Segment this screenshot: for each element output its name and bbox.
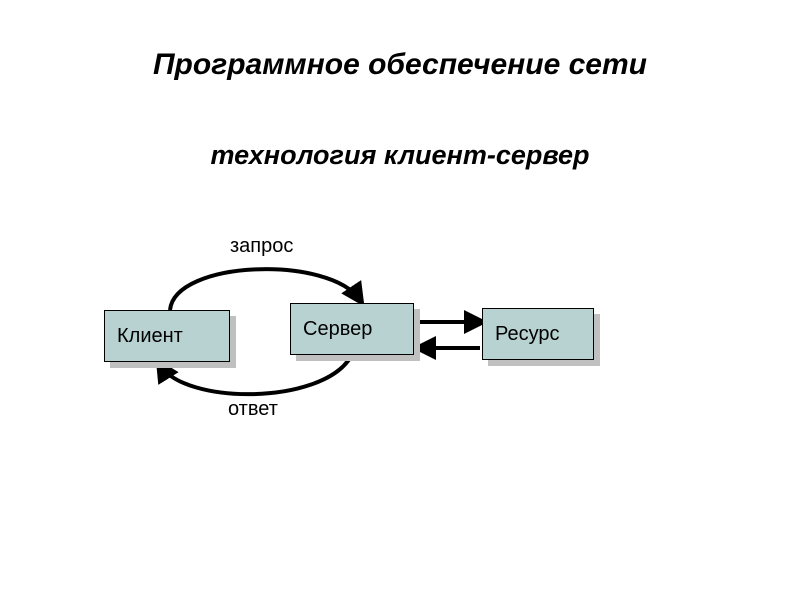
node-label-client: Клиент <box>117 325 183 348</box>
edge-label-reply: ответ <box>228 398 278 421</box>
client-server-diagram: Клиент Сервер Ресурс запрос ответ <box>0 0 800 600</box>
node-server: Сервер <box>290 303 414 355</box>
node-label-resource: Ресурс <box>495 323 559 346</box>
node-label-server: Сервер <box>303 318 372 341</box>
arrows-layer <box>0 0 800 600</box>
edge-label-request: запрос <box>230 235 293 258</box>
node-resource: Ресурс <box>482 308 594 360</box>
node-client: Клиент <box>104 310 230 362</box>
